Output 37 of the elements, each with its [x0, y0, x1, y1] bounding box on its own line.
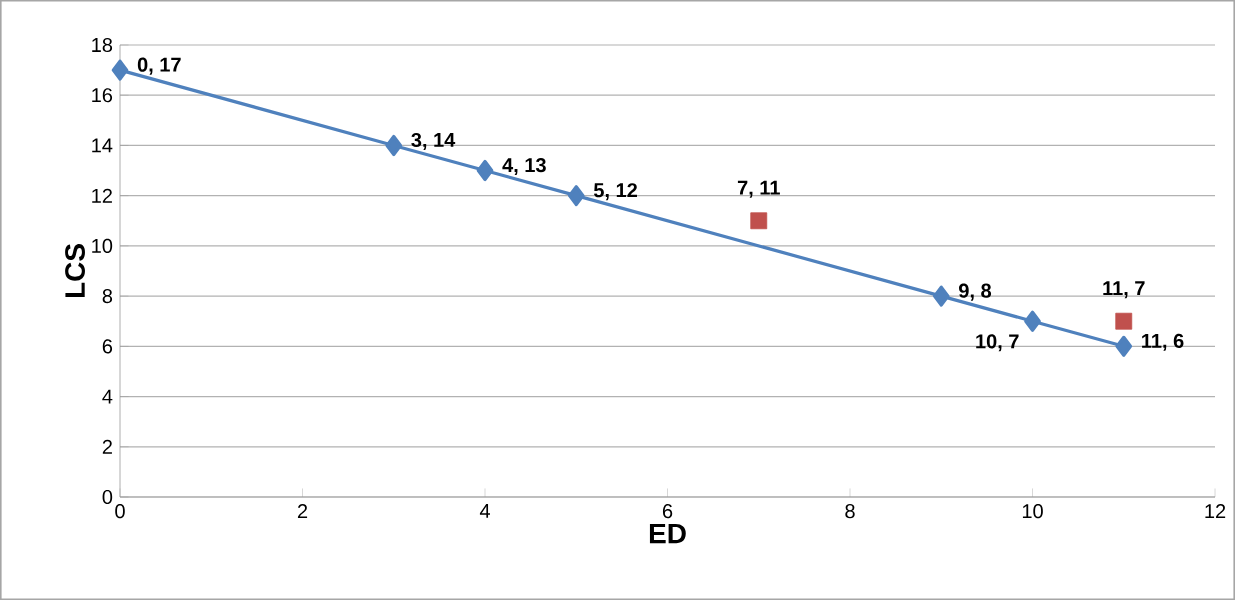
y-tick-label: 12 [92, 188, 112, 203]
x-tick-label: 0 [115, 504, 125, 519]
y-tick-label: 14 [92, 138, 113, 153]
y-tick-label: 18 [92, 37, 113, 53]
data-label: 7, 11 [737, 180, 780, 198]
point [932, 285, 950, 307]
data-label: 4, 13 [502, 158, 546, 176]
y-tick-label: 2 [102, 439, 112, 454]
y-tick-label: 4 [102, 389, 113, 404]
data-label: 10, 7 [976, 334, 1019, 352]
y-tick-label: 0 [102, 489, 113, 505]
data-label: 11, 6 [1142, 333, 1184, 351]
data-label: 11, 7 [1103, 281, 1145, 299]
x-tick-label: 10 [1022, 504, 1043, 519]
point [111, 59, 129, 81]
point [750, 212, 768, 230]
x-tick-label: 8 [845, 504, 855, 519]
point [1115, 335, 1133, 357]
y-tick-label: 6 [102, 339, 113, 354]
point [567, 185, 585, 207]
data-label: 0, 17 [137, 57, 181, 75]
data-label: 9, 8 [959, 283, 992, 301]
y-tick-label: 16 [92, 88, 113, 103]
x-tick-label: 4 [479, 504, 490, 518]
point [385, 134, 403, 157]
x-tick-label: 12 [1205, 504, 1226, 519]
point [476, 159, 494, 182]
y-tick-label: 10 [92, 238, 113, 253]
x-tick-label: 6 [662, 504, 673, 519]
data-label: 5, 12 [593, 183, 637, 201]
point [1115, 312, 1133, 330]
x-tick-label: 2 [297, 504, 308, 519]
point [1024, 310, 1041, 332]
data-label: 3, 14 [411, 132, 456, 150]
y-tick-label: 8 [102, 289, 113, 304]
x-axis-title: ED [649, 523, 686, 544]
y-axis-title: LCS [65, 244, 85, 298]
